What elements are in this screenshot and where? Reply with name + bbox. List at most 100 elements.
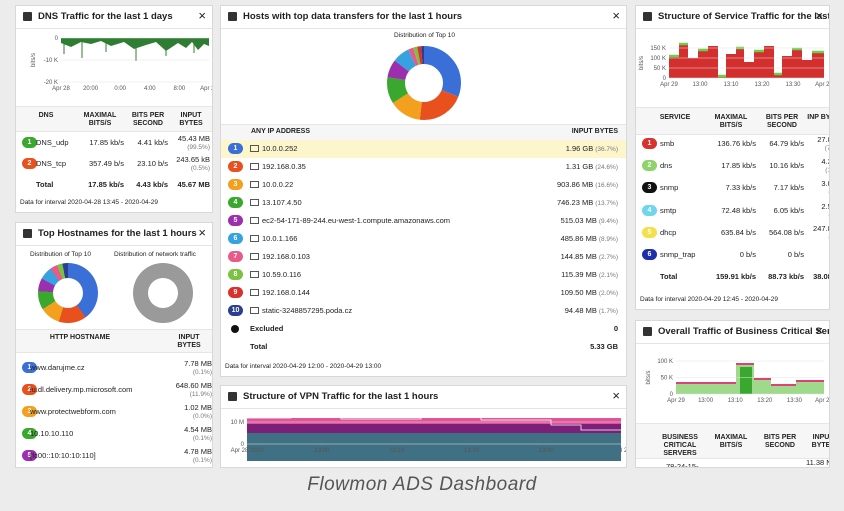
rank-badge: 4	[228, 197, 243, 208]
share-label: (13.7%)	[595, 200, 618, 207]
y-tick-label: 0	[241, 442, 245, 448]
y-tick-label: 50 K	[654, 66, 666, 72]
total-cell: Total	[36, 180, 54, 189]
footer: Data for interval 2020-04-29 12:45 - 202…	[640, 296, 779, 303]
total-cell: 5.33 GB	[590, 342, 618, 351]
column-header: BUSINESS CRITICAL SERVERS	[662, 434, 698, 457]
host-icon	[250, 163, 259, 170]
y-tick-label: 0	[55, 36, 59, 42]
x-tick-label: 4:00	[144, 86, 156, 92]
panel: Hosts with top data transfers for the la…	[220, 5, 627, 377]
cell: 243.65 kB	[176, 155, 210, 164]
cell: 0	[613, 324, 618, 333]
row-name: snmp_trap	[660, 250, 696, 259]
column-header: MAXIMAL BITS/S	[83, 112, 117, 127]
cell-percent: (0.	[806, 234, 829, 241]
close-button[interactable]: ×	[198, 225, 206, 240]
total-cell: 17.85 kb/s	[88, 180, 124, 189]
column-header: MAXIMAL BITS/S	[714, 434, 748, 449]
panel-title: Structure of VPN Traffic for the last 1 …	[243, 391, 439, 402]
close-button[interactable]: ×	[815, 323, 823, 338]
rank-badge: 4	[22, 428, 37, 439]
close-button[interactable]: ×	[198, 8, 206, 23]
column-header: SERVICE	[659, 114, 691, 121]
x-tick-label: 13:00	[692, 82, 708, 88]
column-header: HTTP HOSTNAME	[49, 334, 111, 341]
close-button[interactable]: ×	[612, 388, 620, 403]
panel-icon	[228, 392, 237, 401]
cell-percent: (0.5%)	[190, 165, 210, 172]
host-icon	[250, 145, 259, 152]
cell-percent: (8.	[806, 189, 829, 196]
donut-segment	[387, 46, 461, 120]
row-name: static-3248857295.poda.cz	[262, 306, 353, 315]
panel-icon	[643, 12, 652, 21]
rank-badge: 6	[228, 233, 243, 244]
panel-icon	[643, 327, 652, 336]
y-tick-label: 100 K	[650, 56, 666, 62]
cell-percent: (6.	[806, 212, 829, 219]
bytes: 1.96 GB	[565, 144, 594, 153]
cell-percent: (0.1%)	[192, 435, 212, 442]
row-name: 10.0.0.22	[262, 180, 294, 189]
rank-badge: 1	[22, 137, 37, 148]
x-tick-label: 13:00	[314, 448, 330, 454]
panel: Top Hostnames for the last 1 hours × HTTP …	[15, 222, 213, 468]
rank-badge: 4	[642, 204, 657, 216]
row-name: 78-24-15-	[666, 462, 699, 468]
host-icon	[250, 253, 259, 260]
cell: 10.16 kb/s	[769, 161, 804, 171]
x-tick-label: 13:10	[389, 448, 405, 454]
panel-title: Top Hostnames for the last 1 hours	[38, 228, 197, 239]
y-axis-label: bits/s	[639, 56, 645, 70]
rank-badge: 5	[642, 226, 657, 238]
panel-title: Hosts with top data transfers for the la…	[243, 11, 463, 22]
excluded-dot	[231, 325, 239, 333]
panel-header: DNS Traffic for the last 1 days ×	[16, 6, 212, 29]
table-header	[16, 106, 212, 132]
y-tick-label: 0	[663, 76, 667, 82]
x-tick-label: 13:30	[787, 398, 803, 404]
share-label: (2.1%)	[598, 272, 618, 279]
total-cell: 88.73 kb/s	[768, 272, 804, 282]
bytes: 144.85 MB	[560, 252, 597, 261]
row-name: DNS_udp	[36, 138, 69, 147]
rank-badge: 1	[22, 362, 37, 373]
cell: 94.48 MB (1.7%)	[565, 306, 618, 315]
close-button[interactable]: ×	[815, 8, 823, 23]
cell: 4.41 kb/s	[137, 138, 168, 147]
row-name: dns	[660, 161, 673, 171]
bytes: 746.23 MB	[556, 198, 594, 207]
cell-percent: (11.	[825, 167, 829, 175]
cell-percent: (0.1%)	[192, 369, 212, 376]
panel-header: Top Hostnames for the last 1 hours ×	[16, 223, 212, 246]
donut-hole	[148, 278, 178, 308]
rank-badge: 9	[228, 287, 243, 298]
bytes: 485.86 MB	[560, 234, 597, 243]
chart-decoration	[247, 418, 621, 424]
row-name: snmp	[660, 183, 679, 193]
cell: 4.54 MB	[184, 425, 212, 434]
close-button[interactable]: ×	[612, 8, 620, 23]
row-name: 10.10.10.110	[30, 429, 74, 438]
caption: Flowmon ADS Dashboard	[307, 474, 537, 495]
column-header: INPUT BYTES	[571, 128, 618, 135]
y-tick-label: 50 K	[661, 376, 673, 382]
chart-decoration	[676, 363, 824, 386]
column-header: DNS	[38, 112, 54, 119]
chart-decoration	[669, 44, 824, 78]
chart-decoration	[63, 38, 195, 61]
cell: 635.84 b/s	[720, 227, 756, 237]
cell: 136.76 kb/s	[717, 139, 756, 148]
table-header	[16, 329, 212, 353]
total-cell: Total	[660, 272, 678, 282]
column-header: INPUT BYTES	[179, 112, 203, 127]
rank-badge: 8	[228, 269, 243, 280]
donut-chart	[387, 46, 461, 120]
panel: Overall Traffic of Business Critical Ser…	[635, 320, 830, 468]
cell: 7.17 kb/s	[773, 183, 804, 193]
share-label: (36.7%)	[595, 146, 618, 153]
column-header: BITS PER SECOND	[131, 112, 165, 127]
